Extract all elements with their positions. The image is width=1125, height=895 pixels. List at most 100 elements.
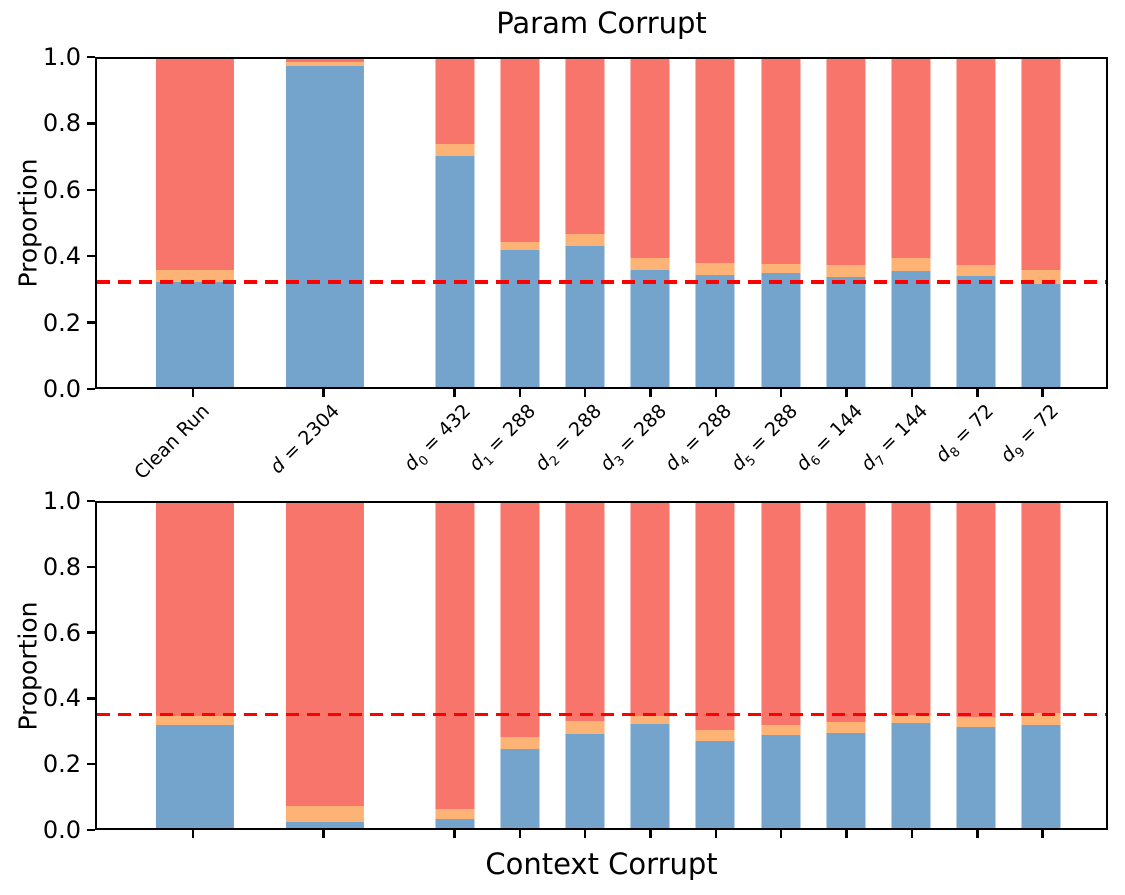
bar-context-2 — [285, 503, 364, 828]
x-axis-tick — [845, 830, 848, 838]
bar-segment-red-top — [285, 503, 364, 806]
x-axis-tick — [910, 830, 914, 838]
bar-segment-orange-middle — [956, 265, 996, 277]
x-axis-tick — [191, 830, 195, 838]
bar-segment-orange-middle — [500, 737, 540, 749]
bar-segment-blue-bottom — [435, 155, 475, 387]
bar-segment-blue-bottom — [891, 723, 931, 828]
y-axis-tick — [87, 122, 95, 125]
bar-segment-orange-middle — [826, 722, 866, 734]
top-chart-title: Param Corrupt — [496, 6, 707, 40]
x-tick-label: d8 = 72 — [931, 400, 998, 467]
bar-segment-red-top — [760, 59, 801, 265]
bar-segment-red-top — [826, 503, 866, 723]
bar-context-12 — [1021, 503, 1061, 828]
y-axis-tick — [87, 631, 95, 634]
x-axis-tick — [453, 830, 456, 838]
bar-segment-orange-middle — [891, 714, 931, 724]
bar-segment-orange-middle — [891, 258, 931, 271]
bar-segment-red-top — [695, 503, 735, 730]
bar-segment-blue-bottom — [565, 733, 605, 828]
bar-segment-red-top — [500, 59, 540, 242]
bar-param-6 — [630, 59, 670, 387]
bar-segment-blue-bottom — [500, 748, 540, 828]
x-axis-tick — [518, 389, 522, 397]
x-tick-label: d1 = 288 — [465, 400, 541, 476]
x-axis-tick — [583, 389, 587, 397]
bar-segment-blue-bottom — [760, 272, 801, 387]
bar-param-5 — [565, 59, 605, 387]
bar-segment-blue-bottom — [285, 66, 364, 387]
y-axis-tick — [87, 499, 95, 503]
bar-param-3 — [435, 59, 475, 387]
y-axis-tick — [87, 762, 95, 766]
bar-segment-blue-bottom — [500, 249, 540, 387]
bar-context-7 — [695, 503, 735, 828]
bar-segment-red-top — [956, 59, 996, 266]
bar-context-11 — [956, 503, 996, 828]
x-tick-label: d5 = 288 — [726, 400, 802, 476]
x-axis-tick — [649, 389, 652, 397]
x-axis-tick — [583, 830, 587, 838]
x-axis-tick — [453, 389, 456, 397]
bar-segment-red-top — [760, 503, 801, 725]
bar-param-9 — [826, 59, 866, 387]
y-axis-tick — [87, 254, 95, 258]
bar-segment-red-top — [956, 503, 996, 718]
y-tick-label: 0.6 — [42, 618, 81, 647]
bar-segment-blue-bottom — [891, 270, 931, 387]
y-tick-label: 0.4 — [42, 684, 81, 713]
x-tick-label: d6 = 144 — [791, 400, 868, 476]
bar-segment-orange-middle — [760, 264, 801, 273]
y-axis-tick — [87, 188, 95, 192]
y-tick-label: 0.0 — [42, 375, 81, 403]
y-tick-label: 0.2 — [42, 308, 81, 337]
bar-segment-orange-middle — [956, 717, 996, 727]
y-tick-label: 0.2 — [42, 750, 81, 779]
x-tick-label: d2 = 288 — [530, 400, 606, 476]
x-axis-tick — [910, 389, 914, 397]
reference-dashed-line — [97, 280, 1106, 284]
bar-segment-orange-middle — [285, 805, 364, 823]
y-axis-tick — [87, 828, 95, 832]
bar-segment-blue-bottom — [435, 818, 475, 828]
bar-segment-blue-bottom — [956, 276, 996, 387]
y-axis-label-top: Proportion — [13, 158, 43, 288]
plot-area-bottom — [95, 501, 1108, 830]
plot-area-top — [95, 57, 1108, 389]
x-axis-tick — [1041, 389, 1044, 397]
bar-segment-blue-bottom — [1021, 284, 1061, 387]
bar-segment-red-top — [1021, 59, 1061, 270]
bar-context-3 — [435, 503, 475, 828]
x-axis-tick — [191, 389, 195, 397]
bar-context-1 — [155, 503, 234, 828]
y-tick-label: 0.8 — [42, 552, 81, 581]
bar-segment-orange-middle — [1021, 712, 1061, 725]
y-tick-label: 0.6 — [42, 175, 81, 204]
y-tick-label: 1.0 — [42, 43, 81, 71]
x-axis-tick — [649, 830, 652, 838]
bar-context-4 — [500, 503, 540, 828]
bar-param-8 — [760, 59, 801, 387]
bar-param-4 — [500, 59, 540, 387]
y-tick-label: 1.0 — [42, 487, 81, 515]
y-axis-tick — [87, 565, 95, 569]
x-axis-tick — [779, 389, 783, 397]
x-axis-tick — [976, 830, 979, 838]
x-axis-tick — [714, 389, 718, 397]
x-axis-tick — [322, 830, 325, 838]
bar-segment-blue-bottom — [565, 245, 605, 387]
bar-segment-blue-bottom — [630, 269, 670, 387]
reference-dashed-line — [97, 712, 1106, 716]
x-tick-label: d = 2304 — [266, 400, 345, 479]
y-tick-label: 0.4 — [42, 242, 81, 271]
bar-param-7 — [695, 59, 735, 387]
bar-segment-orange-middle — [565, 721, 605, 734]
bar-segment-orange-middle — [565, 233, 605, 246]
bar-segment-red-top — [155, 59, 234, 270]
bar-segment-blue-bottom — [155, 724, 234, 828]
bar-segment-blue-bottom — [760, 735, 801, 828]
x-axis-tick — [976, 389, 979, 397]
bar-segment-blue-bottom — [1021, 724, 1061, 828]
bar-segment-orange-middle — [695, 729, 735, 742]
